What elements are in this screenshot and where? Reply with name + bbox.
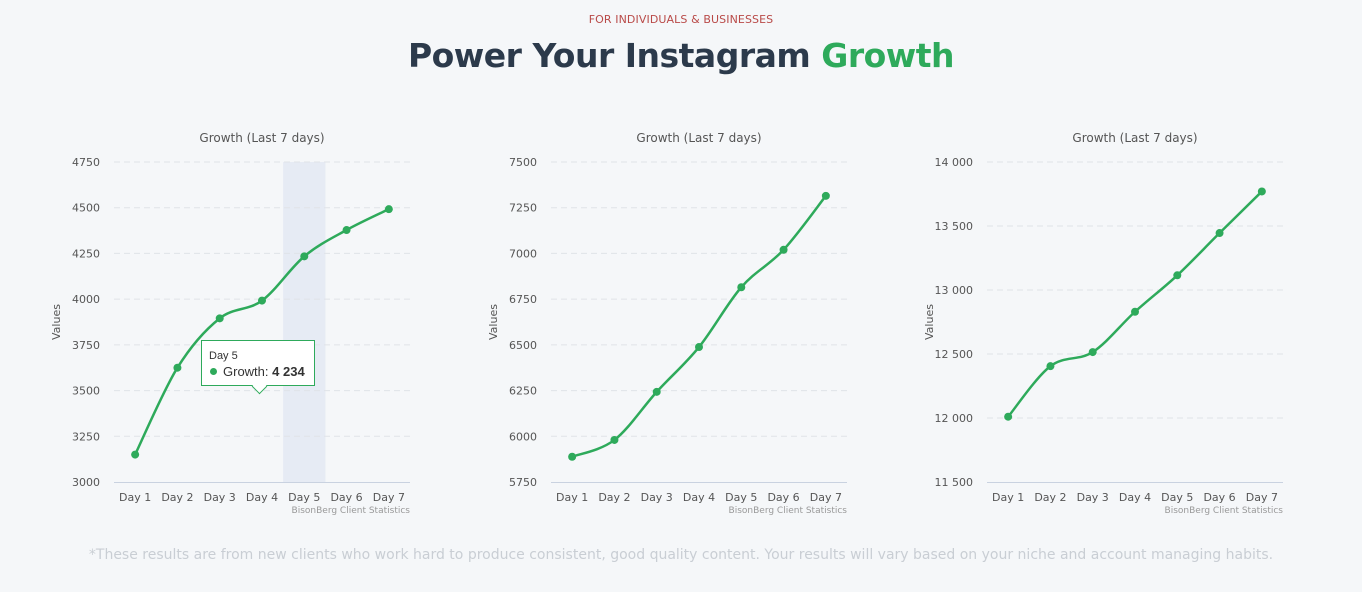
y-tick-label: 3000	[72, 476, 100, 489]
growth-chart-2[interactable]: 5750 6000 6250 6500 6750 7000 7250 7500 Day 1 Day…	[437, 120, 857, 530]
x-tick-label: Day 2	[161, 491, 193, 504]
eyebrow-label: FOR INDIVIDUALS & BUSINESSES	[588, 13, 774, 26]
tooltip-category: Day 5	[209, 350, 238, 362]
chart-svg: 3000 3250 3500 3750 4000 4250 4500 4750 Day 1 Day…	[50, 131, 411, 516]
y-axis-label: Values	[50, 304, 63, 340]
x-tick-label: Day 3	[641, 491, 673, 504]
chart-svg: 5750 6000 6250 6500 6750 7000 7250 7500 Day 1 Day…	[487, 131, 848, 516]
chart-tooltip: Day 5 Growth: 4 234	[201, 340, 315, 395]
data-point	[215, 314, 224, 323]
chart-title: Growth (Last 7 days)	[199, 131, 324, 145]
series-line	[1007, 190, 1263, 418]
chart-credits: BisonBerg Client Statistics	[1165, 506, 1284, 516]
data-point	[1215, 229, 1224, 238]
x-tick-label: Day 7	[1246, 491, 1278, 504]
y-tick-label: 4000	[72, 293, 100, 306]
y-tick-label: 12 000	[935, 412, 974, 425]
y-tick-label: 3750	[72, 339, 100, 352]
data-point	[1257, 187, 1266, 196]
x-tick-label: Day 3	[1077, 491, 1109, 504]
data-point	[652, 387, 661, 396]
y-tick-label: 12 500	[935, 348, 974, 361]
data-point	[173, 363, 182, 372]
data-point	[1004, 412, 1013, 421]
chart-credits: BisonBerg Client Statistics	[292, 506, 411, 516]
y-tick-label: 7000	[509, 247, 537, 260]
data-point	[610, 435, 619, 444]
series-line	[571, 195, 827, 458]
x-tick-label: Day 6	[767, 491, 799, 504]
y-tick-label: 14 000	[935, 156, 974, 169]
y-axis-label: Values	[923, 304, 936, 340]
chart-title: Growth (Last 7 days)	[636, 131, 761, 145]
data-point	[737, 283, 746, 292]
disclaimer-footnote: *These results are from new clients who …	[88, 547, 1274, 563]
x-tick-label: Day 2	[598, 491, 630, 504]
page-title-main: Power Your Instagram	[407, 36, 811, 75]
data-point	[1088, 348, 1097, 357]
y-axis-label: Values	[487, 304, 500, 340]
chart-svg: 11 500 12 000 12 500 13 000 13 500 14 000 Day …	[923, 131, 1284, 516]
chart-credits: BisonBerg Client Statistics	[729, 506, 848, 516]
data-point	[258, 296, 266, 305]
y-tick-label: 4250	[72, 247, 100, 260]
y-tick-label: 7500	[509, 156, 537, 169]
data-point	[1173, 271, 1182, 280]
data-point	[1046, 362, 1055, 371]
y-tick-label: 3500	[72, 385, 100, 398]
y-tick-label: 13 000	[935, 284, 974, 297]
data-point	[695, 343, 703, 352]
page-title-accent: Growth	[821, 36, 955, 75]
tooltip-value: 4 234	[272, 364, 305, 379]
x-tick-label: Day 4	[1119, 491, 1151, 504]
x-tick-label: Day 6	[1203, 491, 1235, 504]
y-tick-label: 4500	[72, 202, 100, 215]
data-point	[342, 226, 351, 235]
page-title: Power Your Instagram Growth	[0, 36, 1362, 75]
x-tick-label: Day 3	[204, 491, 236, 504]
data-point	[300, 252, 309, 261]
y-tick-label: 6750	[509, 293, 537, 306]
highlight-band	[283, 162, 326, 482]
data-point	[821, 191, 830, 200]
y-tick-label: 13 500	[935, 220, 974, 233]
growth-chart-1[interactable]: 3000 3250 3500 3750 4000 4250 4500 4750 Day 1 Day…	[0, 120, 420, 530]
growth-chart-3[interactable]: 11 500 12 000 12 500 13 000 13 500 14 000 Day …	[873, 120, 1293, 530]
x-tick-label: Day 7	[810, 491, 842, 504]
data-point	[779, 245, 788, 254]
x-tick-label: Day 2	[1034, 491, 1066, 504]
tooltip-series-name: Growth	[223, 364, 265, 379]
y-tick-label: 11 500	[935, 476, 974, 489]
x-tick-label: Day 5	[725, 491, 757, 504]
data-point	[384, 205, 393, 214]
tooltip-series-marker	[210, 368, 217, 375]
x-tick-label: Day 7	[373, 491, 405, 504]
chart-title: Growth (Last 7 days)	[1072, 131, 1197, 145]
x-tick-label: Day 4	[246, 491, 278, 504]
x-tick-label: Day 6	[330, 491, 362, 504]
y-tick-label: 6500	[509, 339, 537, 352]
y-tick-label: 6250	[509, 385, 537, 398]
x-tick-label: Day 5	[288, 491, 320, 504]
series-line	[134, 208, 390, 456]
y-tick-label: 5750	[509, 476, 537, 489]
y-tick-label: 4750	[72, 156, 100, 169]
x-tick-label: Day 1	[992, 491, 1024, 504]
data-point	[131, 450, 140, 459]
x-tick-label: Day 4	[683, 491, 715, 504]
x-tick-label: Day 1	[556, 491, 588, 504]
data-point	[1131, 307, 1139, 316]
tooltip-line: Growth: 4 234	[223, 364, 305, 379]
data-point	[568, 452, 577, 461]
y-tick-label: 6000	[509, 430, 537, 443]
x-tick-label: Day 5	[1161, 491, 1193, 504]
x-tick-label: Day 1	[119, 491, 151, 504]
y-tick-label: 3250	[72, 430, 100, 443]
y-tick-label: 7250	[509, 202, 537, 215]
